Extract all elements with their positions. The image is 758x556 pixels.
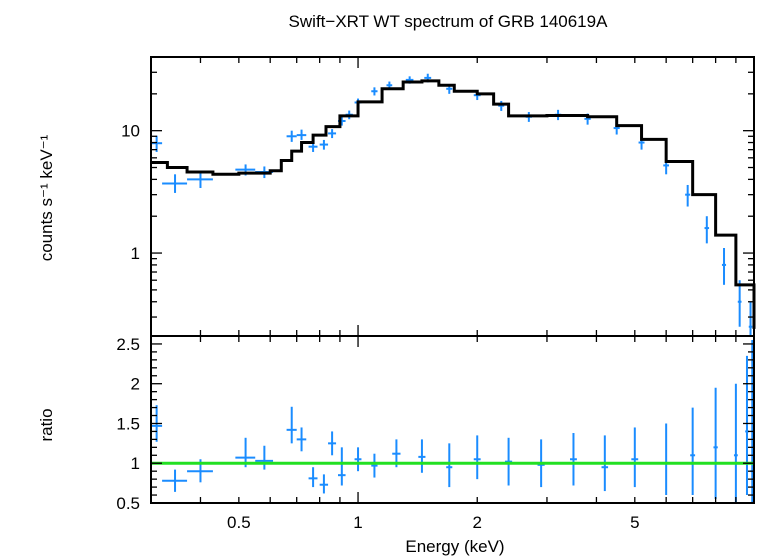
x-axis-label: Energy (keV) — [405, 537, 504, 556]
ratio-y-tick-label-4: 2.5 — [116, 335, 140, 354]
ratio-y-tick-label-1: 1 — [131, 454, 140, 473]
ratio-y-tick-label-2: 1.5 — [116, 414, 140, 433]
x-tick-label-1: 1 — [353, 513, 362, 532]
spectrum-y-tick-label-0: 1 — [131, 244, 140, 263]
chart-title: Swift−XRT WT spectrum of GRB 140619A — [289, 12, 609, 31]
spectrum-panel: 1 10 — [121, 56, 756, 337]
x-tick-label-0: 0.5 — [227, 513, 251, 532]
ratio-y-tick-label-3: 2 — [131, 375, 140, 394]
spectrum-y-tick-label-1: 10 — [121, 122, 140, 141]
ratio-panel: 0.5 1 2 5 0.5 1 1.5 2 2.5 — [116, 335, 755, 532]
x-tick-label-2: 2 — [473, 513, 482, 532]
x-tick-label-3: 5 — [630, 513, 639, 532]
spectrum-frame — [150, 56, 755, 337]
spectrum-y-axis-label: counts s⁻¹ keV⁻¹ — [37, 134, 56, 261]
ratio-frame — [150, 335, 755, 504]
model-curve — [151, 79, 756, 329]
ratio-y-tick-label-0: 0.5 — [116, 494, 140, 513]
ratio-y-axis-label: ratio — [37, 408, 56, 441]
